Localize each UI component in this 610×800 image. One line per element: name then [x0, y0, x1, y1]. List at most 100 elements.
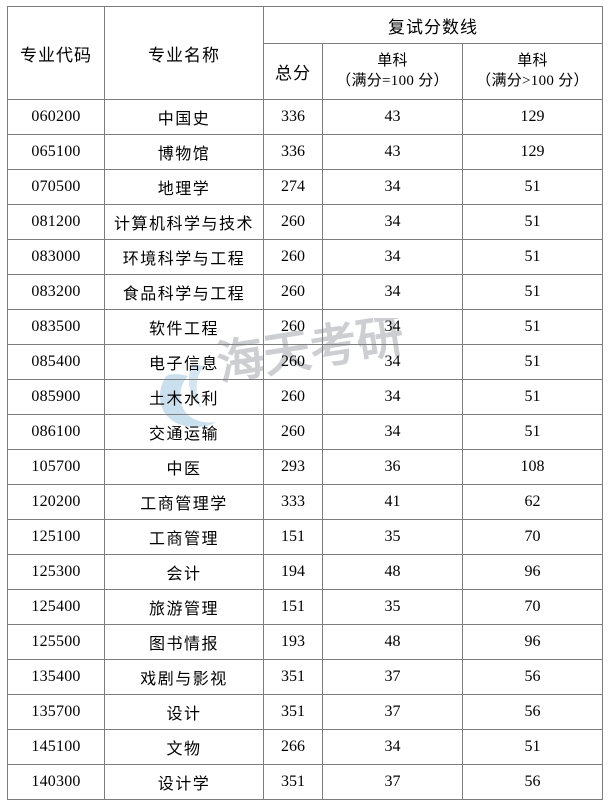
cell-major-name: 食品科学与工程 [104, 274, 264, 310]
table-row: 105700 中医 293 36 108 [7, 449, 604, 485]
table-row: 086100 交通运输 260 34 51 [7, 414, 604, 450]
cell-single-subject-gt100: 70 [461, 519, 604, 555]
header-row-top: 专业代码 专业名称 复试分数线 [7, 6, 604, 100]
cell-major-name: 戏剧与影视 [104, 659, 264, 695]
cell-major-name: 中国史 [104, 99, 264, 135]
single-eq-line1: 单科 [377, 53, 408, 70]
cell-single-subject-gt100: 51 [461, 344, 604, 380]
cell-single-subject-eq100: 41 [322, 484, 463, 520]
table-row: 085400 电子信息 260 34 51 [7, 344, 604, 380]
table-row: 083200 食品科学与工程 260 34 51 [7, 274, 604, 310]
cell-single-subject-gt100: 51 [461, 239, 604, 275]
cell-single-subject-gt100: 51 [461, 169, 604, 205]
cell-major-code: 065100 [7, 134, 105, 170]
cell-single-subject-eq100: 43 [322, 134, 463, 170]
cell-total-score: 260 [263, 379, 323, 415]
cell-major-name: 文物 [104, 729, 264, 765]
cell-major-code: 135700 [7, 694, 105, 730]
column-header-single-subject-eq100: 单科 （满分=100 分） [322, 43, 463, 100]
cell-single-subject-gt100: 56 [461, 659, 604, 695]
cell-single-subject-gt100: 51 [461, 309, 604, 345]
cell-major-code: 081200 [7, 204, 105, 240]
cell-major-code: 125300 [7, 554, 105, 590]
cell-total-score: 260 [263, 414, 323, 450]
table-row: 140300 设计学 351 37 56 [7, 764, 604, 800]
cell-major-name: 设计学 [104, 764, 264, 800]
table-row: 070500 地理学 274 34 51 [7, 169, 604, 205]
table-row: 065100 博物馆 336 43 129 [7, 134, 604, 170]
cell-major-name: 设计 [104, 694, 264, 730]
cell-single-subject-gt100: 56 [461, 694, 604, 730]
cell-total-score: 260 [263, 204, 323, 240]
cell-single-subject-eq100: 35 [322, 589, 463, 625]
cell-major-name: 会计 [104, 554, 264, 590]
cell-major-code: 085400 [7, 344, 105, 380]
table-row: 081200 计算机科学与技术 260 34 51 [7, 204, 604, 240]
cell-major-code: 085900 [7, 379, 105, 415]
cell-total-score: 260 [263, 239, 323, 275]
cell-single-subject-eq100: 36 [322, 449, 463, 485]
table-row: 125400 旅游管理 151 35 70 [7, 589, 604, 625]
cell-total-score: 351 [263, 694, 323, 730]
cell-major-name: 地理学 [104, 169, 264, 205]
cell-total-score: 351 [263, 659, 323, 695]
cell-single-subject-eq100: 34 [322, 344, 463, 380]
cell-single-subject-gt100: 96 [461, 554, 604, 590]
cell-major-code: 070500 [7, 169, 105, 205]
column-header-group-retest-score: 复试分数线 [262, 6, 604, 44]
column-header-major-code: 专业代码 [7, 6, 105, 100]
table-row: 120200 工商管理学 333 41 62 [7, 484, 604, 520]
cell-single-subject-eq100: 34 [322, 239, 463, 275]
cell-total-score: 260 [263, 274, 323, 310]
cell-total-score: 336 [263, 134, 323, 170]
table-row: 135400 戏剧与影视 351 37 56 [7, 659, 604, 695]
table-row: 083000 环境科学与工程 260 34 51 [7, 239, 604, 275]
cell-total-score: 260 [263, 344, 323, 380]
cell-major-code: 135400 [7, 659, 105, 695]
cell-major-code: 120200 [7, 484, 105, 520]
cell-major-name: 旅游管理 [104, 589, 264, 625]
cell-major-name: 土木水利 [104, 379, 264, 415]
cell-single-subject-gt100: 51 [461, 274, 604, 310]
table-header: 专业代码 专业名称 复试分数线 总分 单科 （满分=100 分） 单科 （满分>… [7, 6, 604, 100]
single-gt-line2: （满分>100 分） [476, 72, 589, 89]
cell-single-subject-gt100: 51 [461, 379, 604, 415]
cell-major-name: 博物馆 [104, 134, 264, 170]
column-header-major-name: 专业名称 [104, 6, 264, 100]
cell-major-code: 125500 [7, 624, 105, 660]
table-row: 135700 设计 351 37 56 [7, 694, 604, 730]
cell-total-score: 194 [263, 554, 323, 590]
cell-single-subject-eq100: 34 [322, 309, 463, 345]
cell-major-name: 工商管理学 [104, 484, 264, 520]
cell-total-score: 351 [263, 764, 323, 800]
admission-score-table: 专业代码 专业名称 复试分数线 总分 单科 （满分=100 分） 单科 （满分>… [7, 6, 604, 800]
cell-single-subject-eq100: 34 [322, 169, 463, 205]
cell-single-subject-gt100: 56 [461, 764, 604, 800]
cell-single-subject-eq100: 34 [322, 729, 463, 765]
cell-single-subject-eq100: 48 [322, 624, 463, 660]
cell-single-subject-eq100: 48 [322, 554, 463, 590]
cell-single-subject-eq100: 34 [322, 204, 463, 240]
cell-major-code: 125400 [7, 589, 105, 625]
cell-major-code: 105700 [7, 449, 105, 485]
score-table-container: 专业代码 专业名称 复试分数线 总分 单科 （满分=100 分） 单科 （满分>… [7, 6, 604, 800]
cell-major-name: 环境科学与工程 [104, 239, 264, 275]
cell-single-subject-gt100: 70 [461, 589, 604, 625]
cell-total-score: 333 [263, 484, 323, 520]
cell-major-name: 交通运输 [104, 414, 264, 450]
cell-total-score: 193 [263, 624, 323, 660]
cell-single-subject-gt100: 62 [461, 484, 604, 520]
cell-total-score: 151 [263, 589, 323, 625]
cell-major-name: 电子信息 [104, 344, 264, 380]
cell-total-score: 260 [263, 309, 323, 345]
cell-major-name: 图书情报 [104, 624, 264, 660]
cell-single-subject-gt100: 51 [461, 414, 604, 450]
cell-single-subject-gt100: 51 [461, 729, 604, 765]
cell-single-subject-eq100: 34 [322, 379, 463, 415]
single-eq-line2: （满分=100 分） [336, 72, 449, 89]
table-row: 145100 文物 266 34 51 [7, 729, 604, 765]
cell-major-code: 083000 [7, 239, 105, 275]
cell-total-score: 336 [263, 99, 323, 135]
cell-single-subject-gt100: 129 [461, 134, 604, 170]
cell-major-code: 086100 [7, 414, 105, 450]
